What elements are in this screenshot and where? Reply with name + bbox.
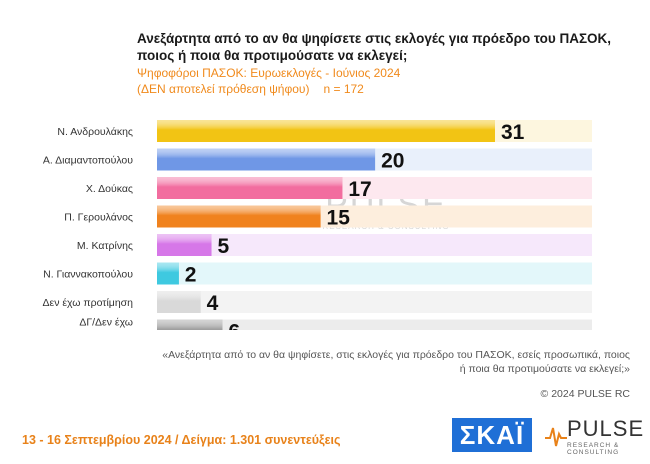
- bar-track: [157, 291, 592, 313]
- data-label: 31: [501, 121, 525, 144]
- data-label: 20: [381, 150, 404, 173]
- question-text: «Ανεξάρτητα από το αν θα ψηφίσετε, στις …: [162, 349, 630, 375]
- bar-shine: [157, 120, 495, 142]
- sample-size: n = 172: [323, 82, 364, 96]
- category-label: Μ. Κατρίνης: [77, 240, 133, 252]
- bar-shine: [157, 291, 201, 313]
- category-label: Α. Διαμαντοπούλου: [43, 155, 133, 167]
- bar-shine: [157, 262, 179, 285]
- fieldwork-footer: 13 - 16 Σεπτεμβρίου 2024 / Δείγμα: 1.301…: [22, 433, 341, 447]
- bar-track: [157, 234, 592, 256]
- bar-track: [157, 262, 592, 285]
- chart-title: Ανεξάρτητα από το αν θα ψηφίσετε στις εκ…: [137, 31, 612, 63]
- bar-shine: [157, 177, 343, 199]
- category-label: Ν. Ανδρουλάκης: [57, 126, 133, 138]
- data-label: 5: [218, 235, 230, 258]
- category-label: Χ. Δούκας: [86, 183, 133, 195]
- skai-logo: ΣΚΑΪ: [452, 418, 532, 452]
- copyright-text: © 2024 PULSE RC: [540, 388, 630, 400]
- bar-shine: [157, 205, 321, 228]
- pulse-logo-tagline: RESEARCH & CONSULTING: [567, 442, 620, 456]
- bar-shine: [157, 234, 212, 256]
- pulse-wave-icon: [545, 427, 567, 447]
- chart-subtitle-note: (ΔΕΝ αποτελεί πρόθεση ψήφου) n = 172: [137, 82, 364, 97]
- category-label: Ν. Γιαννακοπούλου: [43, 269, 133, 281]
- category-label: Δεν έχω προτίμηση: [43, 297, 134, 309]
- data-label: 15: [327, 207, 351, 230]
- data-label: 4: [207, 292, 219, 315]
- data-label: 2: [185, 264, 197, 287]
- chart-subtitle: Ψηφοφόροι ΠΑΣΟΚ: Ευρωεκλογές - Ιούνιος 2…: [137, 66, 401, 80]
- disclaimer-text: (ΔΕΝ αποτελεί πρόθεση ψήφου): [137, 82, 310, 96]
- bar-shine: [157, 319, 223, 330]
- bar-chart: 31 Ν. Ανδρουλάκης 20 Α. Διαμαντοπούλου 17 Χ. …: [43, 120, 592, 331]
- category-label: Π. Γερουλάνος: [64, 212, 133, 224]
- pulse-logo-word: PULSE: [567, 416, 645, 441]
- bar-shine: [157, 148, 376, 171]
- bar-track: [157, 319, 592, 330]
- data-label: 6: [228, 321, 240, 331]
- data-label: 17: [348, 178, 371, 201]
- pulse-logo: PULSE RESEARCH & CONSULTING: [545, 416, 645, 456]
- category-label: ΔΓ/Δεν έχωαποφασίσει/ΔΑ: [62, 317, 133, 331]
